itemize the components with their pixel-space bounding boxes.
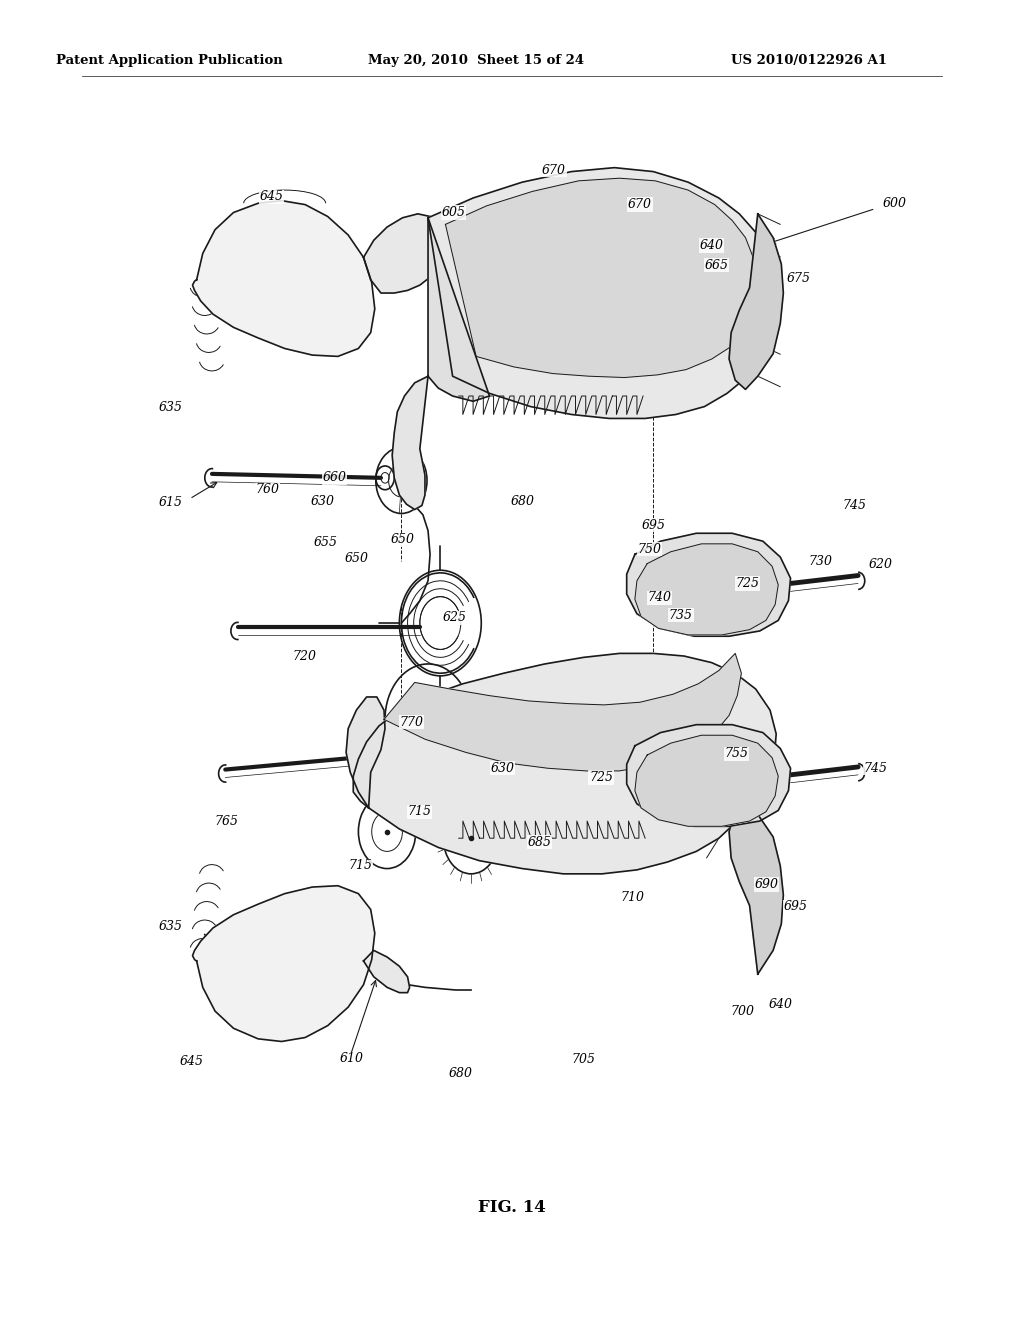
Text: 670: 670 bbox=[542, 164, 566, 177]
Text: 655: 655 bbox=[313, 536, 338, 549]
Text: 680: 680 bbox=[510, 495, 535, 508]
Polygon shape bbox=[729, 801, 783, 974]
Polygon shape bbox=[364, 950, 410, 993]
Text: 740: 740 bbox=[647, 591, 672, 605]
Text: 720: 720 bbox=[292, 649, 316, 663]
Text: 610: 610 bbox=[339, 1052, 364, 1065]
Text: 700: 700 bbox=[730, 1005, 755, 1018]
Text: 645: 645 bbox=[259, 190, 284, 203]
Text: 695: 695 bbox=[783, 900, 807, 913]
Text: 635: 635 bbox=[159, 401, 182, 414]
Text: 690: 690 bbox=[755, 878, 778, 891]
Text: Patent Application Publication: Patent Application Publication bbox=[55, 54, 283, 66]
Polygon shape bbox=[627, 533, 791, 636]
Text: 650: 650 bbox=[390, 533, 415, 546]
Text: 645: 645 bbox=[179, 1055, 204, 1068]
Polygon shape bbox=[364, 214, 442, 293]
Text: 615: 615 bbox=[159, 496, 182, 510]
Polygon shape bbox=[193, 886, 375, 1041]
Polygon shape bbox=[627, 725, 791, 826]
Text: FIG. 14: FIG. 14 bbox=[478, 1200, 546, 1216]
Polygon shape bbox=[193, 201, 375, 356]
Text: 715: 715 bbox=[408, 805, 432, 818]
Polygon shape bbox=[635, 544, 778, 635]
Text: 760: 760 bbox=[255, 483, 280, 496]
Text: 725: 725 bbox=[589, 771, 613, 784]
Text: 755: 755 bbox=[724, 747, 749, 760]
Polygon shape bbox=[635, 735, 778, 826]
Polygon shape bbox=[445, 178, 758, 378]
Text: 635: 635 bbox=[159, 920, 182, 933]
Text: 665: 665 bbox=[705, 259, 729, 272]
Text: 745: 745 bbox=[843, 499, 866, 512]
Text: 650: 650 bbox=[344, 552, 369, 565]
Text: 770: 770 bbox=[399, 715, 424, 729]
Text: 630: 630 bbox=[311, 495, 335, 508]
Polygon shape bbox=[428, 168, 778, 418]
Text: 640: 640 bbox=[768, 998, 793, 1011]
Text: 640: 640 bbox=[699, 239, 724, 252]
Polygon shape bbox=[428, 218, 489, 401]
Polygon shape bbox=[384, 653, 741, 771]
Text: 685: 685 bbox=[527, 836, 552, 849]
Text: 625: 625 bbox=[442, 611, 467, 624]
Text: 600: 600 bbox=[883, 197, 906, 210]
Text: May 20, 2010  Sheet 15 of 24: May 20, 2010 Sheet 15 of 24 bbox=[368, 54, 585, 66]
Text: 765: 765 bbox=[214, 814, 239, 828]
Text: US 2010/0122926 A1: US 2010/0122926 A1 bbox=[731, 54, 887, 66]
Polygon shape bbox=[353, 653, 776, 874]
Text: 680: 680 bbox=[449, 1067, 473, 1080]
Text: 605: 605 bbox=[441, 206, 466, 219]
Text: 710: 710 bbox=[621, 891, 645, 904]
Text: 730: 730 bbox=[809, 554, 833, 568]
Polygon shape bbox=[729, 214, 783, 389]
Text: 745: 745 bbox=[863, 762, 887, 775]
Text: 725: 725 bbox=[735, 577, 760, 590]
Polygon shape bbox=[346, 697, 385, 808]
Text: 715: 715 bbox=[348, 859, 373, 873]
Text: 695: 695 bbox=[641, 519, 666, 532]
Text: 630: 630 bbox=[490, 762, 514, 775]
Text: 705: 705 bbox=[571, 1053, 596, 1067]
Text: 670: 670 bbox=[628, 198, 652, 211]
Text: 620: 620 bbox=[868, 558, 892, 572]
Text: 750: 750 bbox=[637, 543, 662, 556]
Text: 675: 675 bbox=[786, 272, 810, 285]
Polygon shape bbox=[392, 376, 428, 510]
Text: 660: 660 bbox=[323, 471, 347, 484]
Text: 735: 735 bbox=[669, 609, 693, 622]
